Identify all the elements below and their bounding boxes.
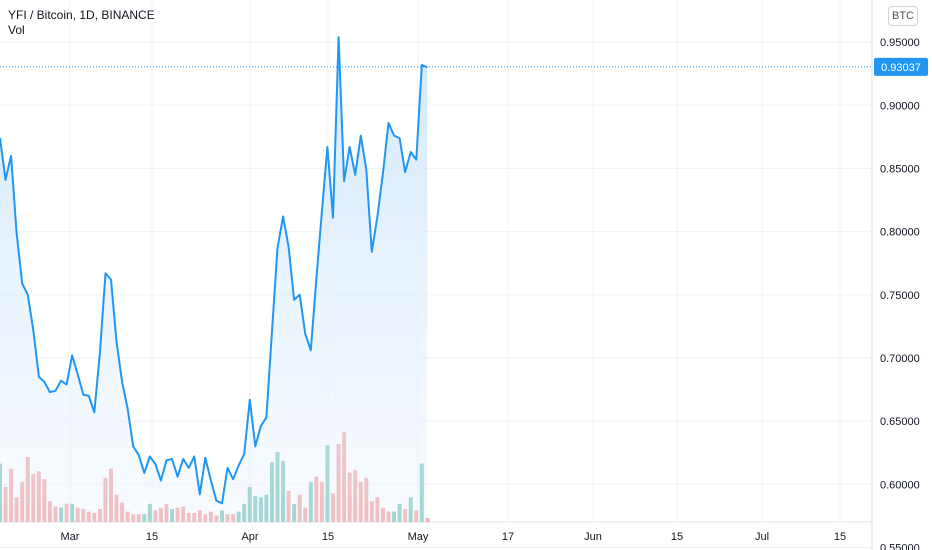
x-tick-label: Apr — [241, 531, 258, 543]
y-tick-label: 0.65000 — [880, 416, 920, 428]
y-tick-label: 0.75000 — [880, 290, 920, 302]
volume-bar — [425, 518, 430, 522]
x-tick-label: 15 — [146, 531, 158, 543]
x-tick-label: Jul — [755, 531, 769, 543]
x-tick-label: Jun — [584, 531, 602, 543]
y-tick-label: 0.95000 — [880, 37, 920, 49]
last-price-text: 0.93037 — [881, 62, 921, 74]
currency-button[interactable]: BTC — [888, 6, 918, 26]
time-axis[interactable]: Mar 15 Apr 15 May 17 Jun 15 Jul 15 — [61, 531, 847, 543]
symbol-title[interactable]: YFI / Bitcoin, 1D, BINANCE — [8, 8, 155, 22]
x-tick-label: 15 — [322, 531, 334, 543]
chart-legend: YFI / Bitcoin, 1D, BINANCE Vol — [8, 8, 155, 38]
x-tick-label: 15 — [834, 531, 846, 543]
x-tick-label: 15 — [671, 531, 683, 543]
volume-indicator-label[interactable]: Vol — [8, 23, 25, 37]
x-tick-label: Mar — [61, 531, 80, 543]
y-tick-label: 0.80000 — [880, 227, 920, 239]
price-line — [0, 36, 428, 505]
last-price-badge — [874, 57, 928, 76]
y-tick-label: 0.55000 — [880, 542, 920, 550]
price-axis[interactable]: 0.95000 0.90000 0.85000 0.80000 0.75000 0.700… — [880, 37, 920, 550]
y-tick-label: 0.90000 — [880, 100, 920, 112]
price-area-fill — [0, 37, 428, 522]
y-tick-label: 0.85000 — [880, 163, 920, 175]
y-tick-label: 0.60000 — [880, 479, 920, 491]
x-tick-label: May — [408, 531, 429, 543]
x-tick-label: 17 — [502, 531, 514, 543]
last-price-label: 0.93037 — [874, 57, 928, 76]
y-tick-label: 0.70000 — [880, 353, 920, 365]
